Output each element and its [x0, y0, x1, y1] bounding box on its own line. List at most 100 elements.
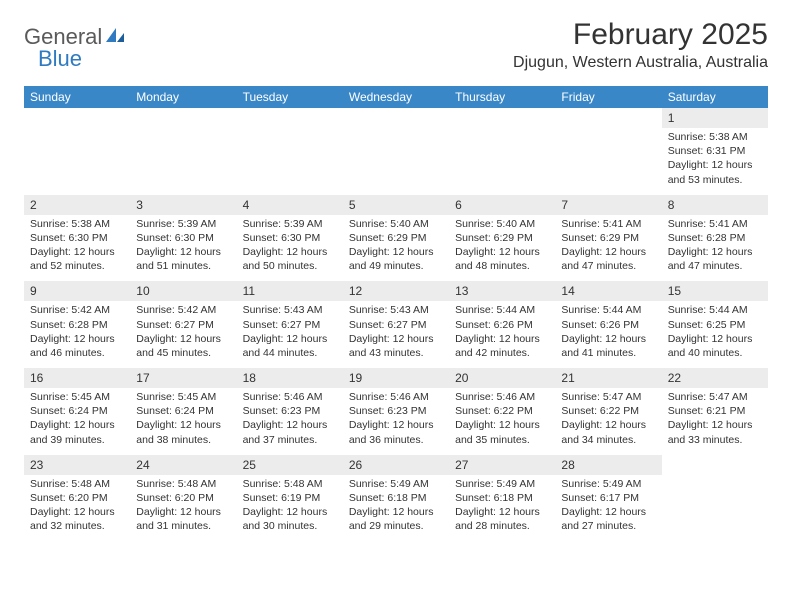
day-body: Sunrise: 5:41 AMSunset: 6:29 PMDaylight:…	[555, 215, 661, 282]
day-body: Sunrise: 5:42 AMSunset: 6:27 PMDaylight:…	[130, 301, 236, 368]
sunset-text: Sunset: 6:30 PM	[30, 231, 124, 245]
sunset-text: Sunset: 6:26 PM	[561, 318, 655, 332]
sunrise-text: Sunrise: 5:40 AM	[349, 217, 443, 231]
day-number	[237, 108, 343, 128]
sunset-text: Sunset: 6:30 PM	[243, 231, 337, 245]
day-number-row: 16171819202122	[24, 368, 768, 388]
day-body: Sunrise: 5:46 AMSunset: 6:23 PMDaylight:…	[237, 388, 343, 455]
day-body: Sunrise: 5:38 AMSunset: 6:31 PMDaylight:…	[662, 128, 768, 195]
day-number: 26	[343, 455, 449, 475]
day-body	[237, 128, 343, 195]
sunrise-text: Sunrise: 5:42 AM	[30, 303, 124, 317]
day-body: Sunrise: 5:45 AMSunset: 6:24 PMDaylight:…	[130, 388, 236, 455]
day-number: 8	[662, 195, 768, 215]
sunrise-text: Sunrise: 5:43 AM	[243, 303, 337, 317]
day-number-row: 1	[24, 108, 768, 128]
daylight-text: Daylight: 12 hours and 35 minutes.	[455, 418, 549, 446]
daylight-text: Daylight: 12 hours and 27 minutes.	[561, 505, 655, 533]
day-number	[130, 108, 236, 128]
sunrise-text: Sunrise: 5:49 AM	[455, 477, 549, 491]
weekday-header: Friday	[555, 86, 661, 108]
day-number-row: 232425262728	[24, 455, 768, 475]
day-number: 28	[555, 455, 661, 475]
sunrise-text: Sunrise: 5:46 AM	[349, 390, 443, 404]
week-block: 1Sunrise: 5:38 AMSunset: 6:31 PMDaylight…	[24, 108, 768, 195]
day-number: 11	[237, 281, 343, 301]
day-number	[343, 108, 449, 128]
day-body: Sunrise: 5:46 AMSunset: 6:22 PMDaylight:…	[449, 388, 555, 455]
sunset-text: Sunset: 6:24 PM	[30, 404, 124, 418]
day-number: 20	[449, 368, 555, 388]
sunrise-text: Sunrise: 5:44 AM	[561, 303, 655, 317]
day-number: 21	[555, 368, 661, 388]
day-body: Sunrise: 5:40 AMSunset: 6:29 PMDaylight:…	[343, 215, 449, 282]
day-number: 12	[343, 281, 449, 301]
day-number: 7	[555, 195, 661, 215]
sunset-text: Sunset: 6:20 PM	[136, 491, 230, 505]
sunset-text: Sunset: 6:21 PM	[668, 404, 762, 418]
weekday-header: Tuesday	[237, 86, 343, 108]
day-number: 27	[449, 455, 555, 475]
sunset-text: Sunset: 6:22 PM	[561, 404, 655, 418]
sunrise-text: Sunrise: 5:49 AM	[561, 477, 655, 491]
sunset-text: Sunset: 6:26 PM	[455, 318, 549, 332]
sunset-text: Sunset: 6:29 PM	[561, 231, 655, 245]
page-header: General February 2025 Djugun, Western Au…	[24, 18, 768, 72]
day-number: 19	[343, 368, 449, 388]
sunrise-text: Sunrise: 5:44 AM	[455, 303, 549, 317]
day-body	[555, 128, 661, 195]
week-block: 9101112131415Sunrise: 5:42 AMSunset: 6:2…	[24, 281, 768, 368]
day-number	[24, 108, 130, 128]
day-number: 6	[449, 195, 555, 215]
daylight-text: Daylight: 12 hours and 53 minutes.	[668, 158, 762, 186]
day-body: Sunrise: 5:48 AMSunset: 6:20 PMDaylight:…	[24, 475, 130, 542]
daylight-text: Daylight: 12 hours and 33 minutes.	[668, 418, 762, 446]
daylight-text: Daylight: 12 hours and 44 minutes.	[243, 332, 337, 360]
weeks-container: 1Sunrise: 5:38 AMSunset: 6:31 PMDaylight…	[24, 108, 768, 541]
daylight-text: Daylight: 12 hours and 34 minutes.	[561, 418, 655, 446]
day-number: 23	[24, 455, 130, 475]
sunrise-text: Sunrise: 5:48 AM	[30, 477, 124, 491]
daylight-text: Daylight: 12 hours and 36 minutes.	[349, 418, 443, 446]
sunset-text: Sunset: 6:18 PM	[349, 491, 443, 505]
weekday-header: Thursday	[449, 86, 555, 108]
day-number: 10	[130, 281, 236, 301]
day-number: 18	[237, 368, 343, 388]
day-body: Sunrise: 5:39 AMSunset: 6:30 PMDaylight:…	[130, 215, 236, 282]
sunrise-text: Sunrise: 5:49 AM	[349, 477, 443, 491]
daylight-text: Daylight: 12 hours and 39 minutes.	[30, 418, 124, 446]
weekday-header: Saturday	[662, 86, 768, 108]
day-number: 4	[237, 195, 343, 215]
day-body-row: Sunrise: 5:42 AMSunset: 6:28 PMDaylight:…	[24, 301, 768, 368]
sunrise-text: Sunrise: 5:46 AM	[243, 390, 337, 404]
sunset-text: Sunset: 6:30 PM	[136, 231, 230, 245]
day-number	[662, 455, 768, 475]
daylight-text: Daylight: 12 hours and 48 minutes.	[455, 245, 549, 273]
day-number: 24	[130, 455, 236, 475]
daylight-text: Daylight: 12 hours and 28 minutes.	[455, 505, 549, 533]
sunrise-text: Sunrise: 5:45 AM	[30, 390, 124, 404]
daylight-text: Daylight: 12 hours and 29 minutes.	[349, 505, 443, 533]
daylight-text: Daylight: 12 hours and 41 minutes.	[561, 332, 655, 360]
month-title: February 2025	[513, 18, 768, 52]
week-block: 16171819202122Sunrise: 5:45 AMSunset: 6:…	[24, 368, 768, 455]
daylight-text: Daylight: 12 hours and 51 minutes.	[136, 245, 230, 273]
weekday-header-row: Sunday Monday Tuesday Wednesday Thursday…	[24, 86, 768, 108]
day-body: Sunrise: 5:44 AMSunset: 6:25 PMDaylight:…	[662, 301, 768, 368]
day-body: Sunrise: 5:49 AMSunset: 6:18 PMDaylight:…	[343, 475, 449, 542]
location-label: Djugun, Western Australia, Australia	[513, 54, 768, 72]
day-body: Sunrise: 5:46 AMSunset: 6:23 PMDaylight:…	[343, 388, 449, 455]
day-body	[662, 475, 768, 542]
sunrise-text: Sunrise: 5:43 AM	[349, 303, 443, 317]
week-block: 2345678Sunrise: 5:38 AMSunset: 6:30 PMDa…	[24, 195, 768, 282]
sunrise-text: Sunrise: 5:41 AM	[561, 217, 655, 231]
day-number: 17	[130, 368, 236, 388]
day-body-row: Sunrise: 5:45 AMSunset: 6:24 PMDaylight:…	[24, 388, 768, 455]
daylight-text: Daylight: 12 hours and 31 minutes.	[136, 505, 230, 533]
sunrise-text: Sunrise: 5:48 AM	[136, 477, 230, 491]
sunrise-text: Sunrise: 5:44 AM	[668, 303, 762, 317]
title-block: February 2025 Djugun, Western Australia,…	[513, 18, 768, 72]
logo-sail-icon	[104, 26, 126, 49]
daylight-text: Daylight: 12 hours and 38 minutes.	[136, 418, 230, 446]
day-number-row: 9101112131415	[24, 281, 768, 301]
